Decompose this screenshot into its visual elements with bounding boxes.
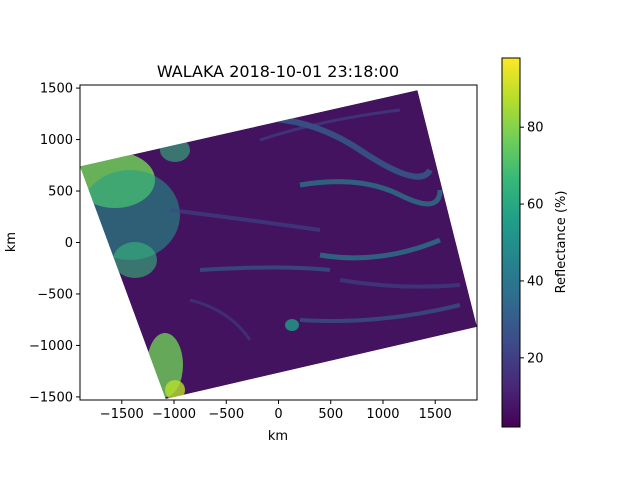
y-axis: 1500 1000 500 0 −500 −1000 −1500 xyxy=(29,82,80,405)
y-tick-label: −500 xyxy=(37,287,73,302)
x-tick-label: −500 xyxy=(208,407,244,422)
x-axis-label: km xyxy=(268,429,288,444)
cloud-band-3 xyxy=(169,208,321,232)
cloud-band-8 xyxy=(259,108,401,142)
colorbar-label: Reflectance (%) xyxy=(554,191,569,294)
x-tick-label: 500 xyxy=(318,407,343,422)
colorbar-tick-label: 60 xyxy=(527,198,544,213)
colorbar-tick-label: 20 xyxy=(527,351,544,366)
cloud-band-7 xyxy=(299,303,461,323)
cloud-southwest-tip xyxy=(165,380,185,399)
x-tick-label: 0 xyxy=(274,407,282,422)
y-tick-label: 0 xyxy=(65,236,73,251)
cloud-band-2 xyxy=(299,179,443,207)
reflectance-image xyxy=(80,90,477,399)
y-tick-label: 500 xyxy=(48,185,73,200)
colorbar: 20 40 60 80 xyxy=(501,57,544,428)
colorbar-tick-label: 40 xyxy=(527,274,544,289)
colorbar-ticks: 20 40 60 80 xyxy=(520,121,544,366)
x-tick-label: 1500 xyxy=(419,407,452,422)
cloud-band-5 xyxy=(199,265,331,272)
x-axis: −1500 −1000 −500 0 500 1000 1500 xyxy=(100,400,452,422)
y-tick-label: 1000 xyxy=(40,133,73,148)
cloud-band-4 xyxy=(319,237,441,261)
cloud-spot-center xyxy=(285,319,299,331)
x-tick-label: −1000 xyxy=(152,407,196,422)
x-tick-label: 1000 xyxy=(366,407,399,422)
colorbar-gradient xyxy=(501,57,521,428)
y-tick-label: −1000 xyxy=(29,339,73,354)
swath-base xyxy=(80,90,477,399)
cloud-west-lower xyxy=(113,242,157,278)
y-tick-label: −1500 xyxy=(29,390,73,405)
y-axis-label: km xyxy=(4,232,19,252)
chart-title: WALAKA 2018-10-01 23:18:00 xyxy=(157,62,399,81)
y-tick-label: 1500 xyxy=(40,82,73,97)
cloud-band-9 xyxy=(189,298,252,341)
cloud-band-6 xyxy=(339,278,461,289)
plot-area: −1500 −1000 −500 0 500 1000 1500 150010005000−… xyxy=(29,82,478,422)
colorbar-tick-label: 80 xyxy=(527,121,544,136)
x-tick-label: −1500 xyxy=(100,407,144,422)
